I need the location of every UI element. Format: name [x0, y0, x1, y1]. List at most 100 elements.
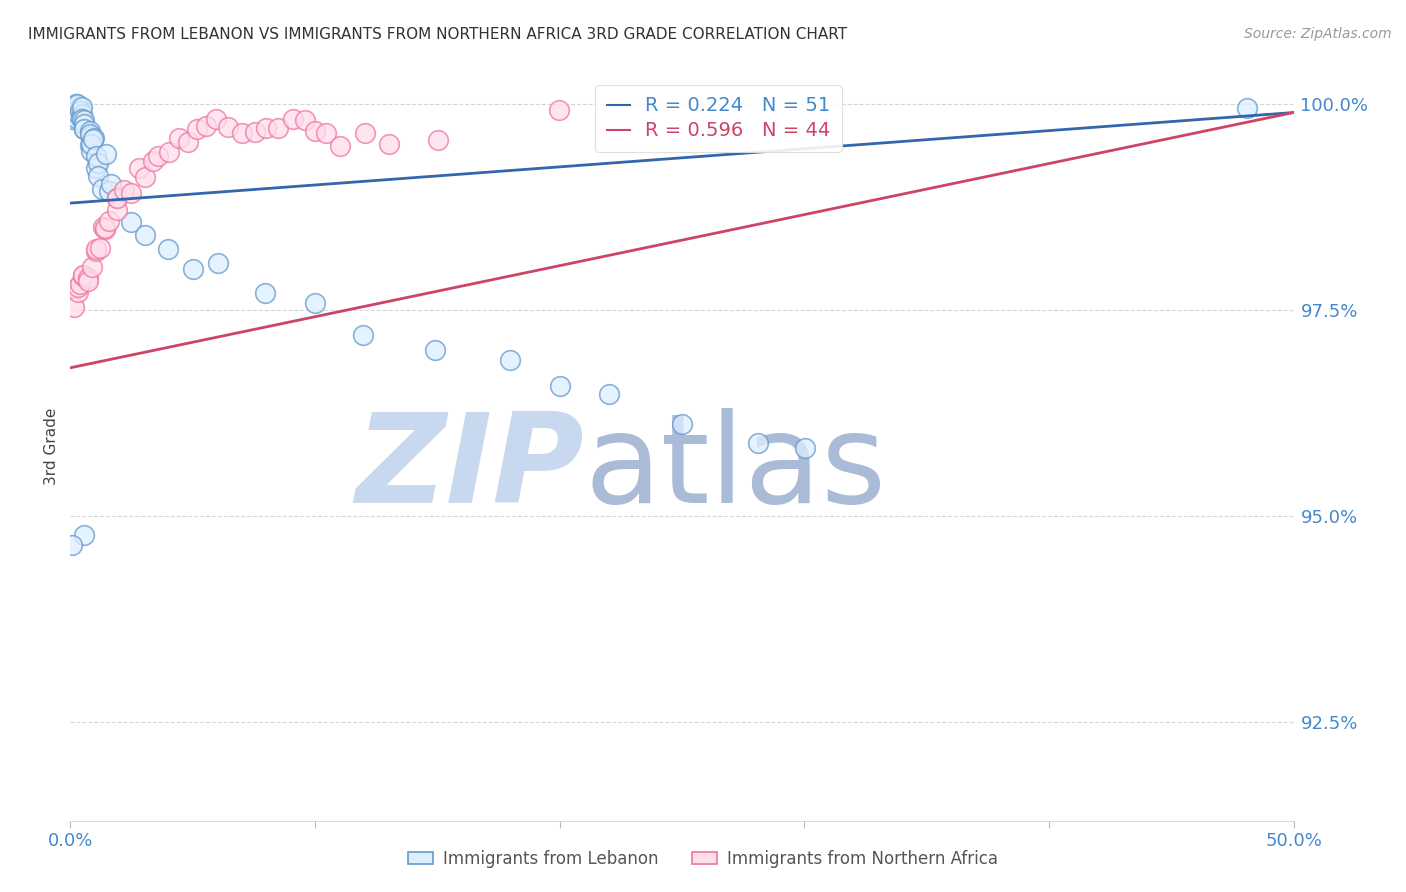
Point [60, 539, 83, 553]
Point [80, 128, 103, 143]
Point [86, 242, 108, 256]
Point [70, 106, 93, 120]
Point [80, 260, 103, 275]
Point [65, 97, 87, 112]
Point [69, 277, 91, 292]
Point [73, 122, 96, 136]
Point [79, 127, 101, 141]
Point [73, 121, 96, 136]
Point [100, 177, 122, 191]
Point [105, 203, 128, 218]
Point [70, 100, 93, 114]
Point [156, 242, 179, 256]
Point [134, 227, 156, 242]
Point [128, 161, 150, 176]
Point [94, 146, 117, 161]
Point [69, 100, 91, 114]
Point [82, 131, 104, 145]
Point [426, 132, 449, 146]
Point [377, 136, 399, 151]
Point [120, 214, 142, 228]
Point [72, 112, 94, 126]
Point [253, 285, 276, 300]
Point [266, 121, 288, 136]
Point [94, 221, 117, 235]
Point [65, 111, 87, 125]
Point [1236, 101, 1258, 115]
Point [243, 125, 266, 139]
Text: IMMIGRANTS FROM LEBANON VS IMMIGRANTS FROM NORTHERN AFRICA 3RD GRADE CORRELATION: IMMIGRANTS FROM LEBANON VS IMMIGRANTS FR… [28, 27, 848, 42]
Point [186, 121, 208, 136]
Point [72, 268, 94, 283]
Point [548, 379, 571, 393]
Point [87, 155, 110, 169]
Point [84, 161, 107, 175]
Point [79, 138, 101, 153]
Y-axis label: 3rd Grade: 3rd Grade [44, 408, 59, 484]
Legend: R = 0.224   N = 51, R = 0.596   N = 44: R = 0.224 N = 51, R = 0.596 N = 44 [595, 85, 842, 152]
Point [207, 256, 229, 270]
Point [204, 112, 226, 127]
Text: ZIP: ZIP [356, 408, 583, 529]
Point [72, 268, 94, 283]
Point [66, 97, 89, 112]
Text: atlas: atlas [583, 408, 886, 529]
Point [73, 528, 96, 542]
Point [142, 154, 165, 169]
Point [157, 145, 180, 160]
Point [105, 191, 128, 205]
Point [423, 343, 446, 358]
Point [294, 112, 316, 127]
Point [499, 353, 522, 368]
Point [66, 280, 89, 294]
Point [98, 214, 121, 228]
Point [120, 186, 142, 200]
Point [84, 244, 107, 259]
Point [231, 126, 253, 140]
Point [217, 120, 239, 134]
Legend: Immigrants from Lebanon, Immigrants from Northern Africa: Immigrants from Lebanon, Immigrants from… [402, 844, 1004, 875]
Point [793, 441, 815, 455]
Point [281, 112, 304, 127]
Point [315, 126, 337, 140]
Point [80, 137, 103, 152]
Point [598, 387, 620, 401]
Point [90, 182, 112, 196]
Point [548, 103, 571, 117]
Point [167, 130, 190, 145]
Point [354, 126, 377, 140]
Point [304, 124, 326, 138]
Point [73, 117, 96, 131]
Point [89, 241, 111, 255]
Point [86, 149, 108, 163]
Point [134, 170, 156, 185]
Point [747, 435, 769, 450]
Point [195, 120, 218, 134]
Point [80, 144, 103, 158]
Point [112, 184, 135, 198]
Point [329, 138, 352, 153]
Point [105, 191, 128, 205]
Point [73, 112, 96, 127]
Point [177, 135, 200, 149]
Point [671, 417, 693, 432]
Point [77, 271, 100, 285]
Point [69, 103, 91, 118]
Point [66, 98, 89, 112]
Point [77, 274, 100, 288]
Point [79, 123, 101, 137]
Point [62, 300, 84, 314]
Point [98, 184, 121, 198]
Point [70, 111, 93, 125]
Point [65, 105, 87, 120]
Point [94, 220, 117, 235]
Point [67, 285, 90, 299]
Point [304, 295, 326, 310]
Point [254, 121, 277, 136]
Point [83, 130, 105, 145]
Point [60, 112, 83, 127]
Text: Source: ZipAtlas.com: Source: ZipAtlas.com [1244, 27, 1392, 41]
Point [352, 328, 374, 343]
Point [181, 261, 204, 276]
Point [93, 219, 115, 234]
